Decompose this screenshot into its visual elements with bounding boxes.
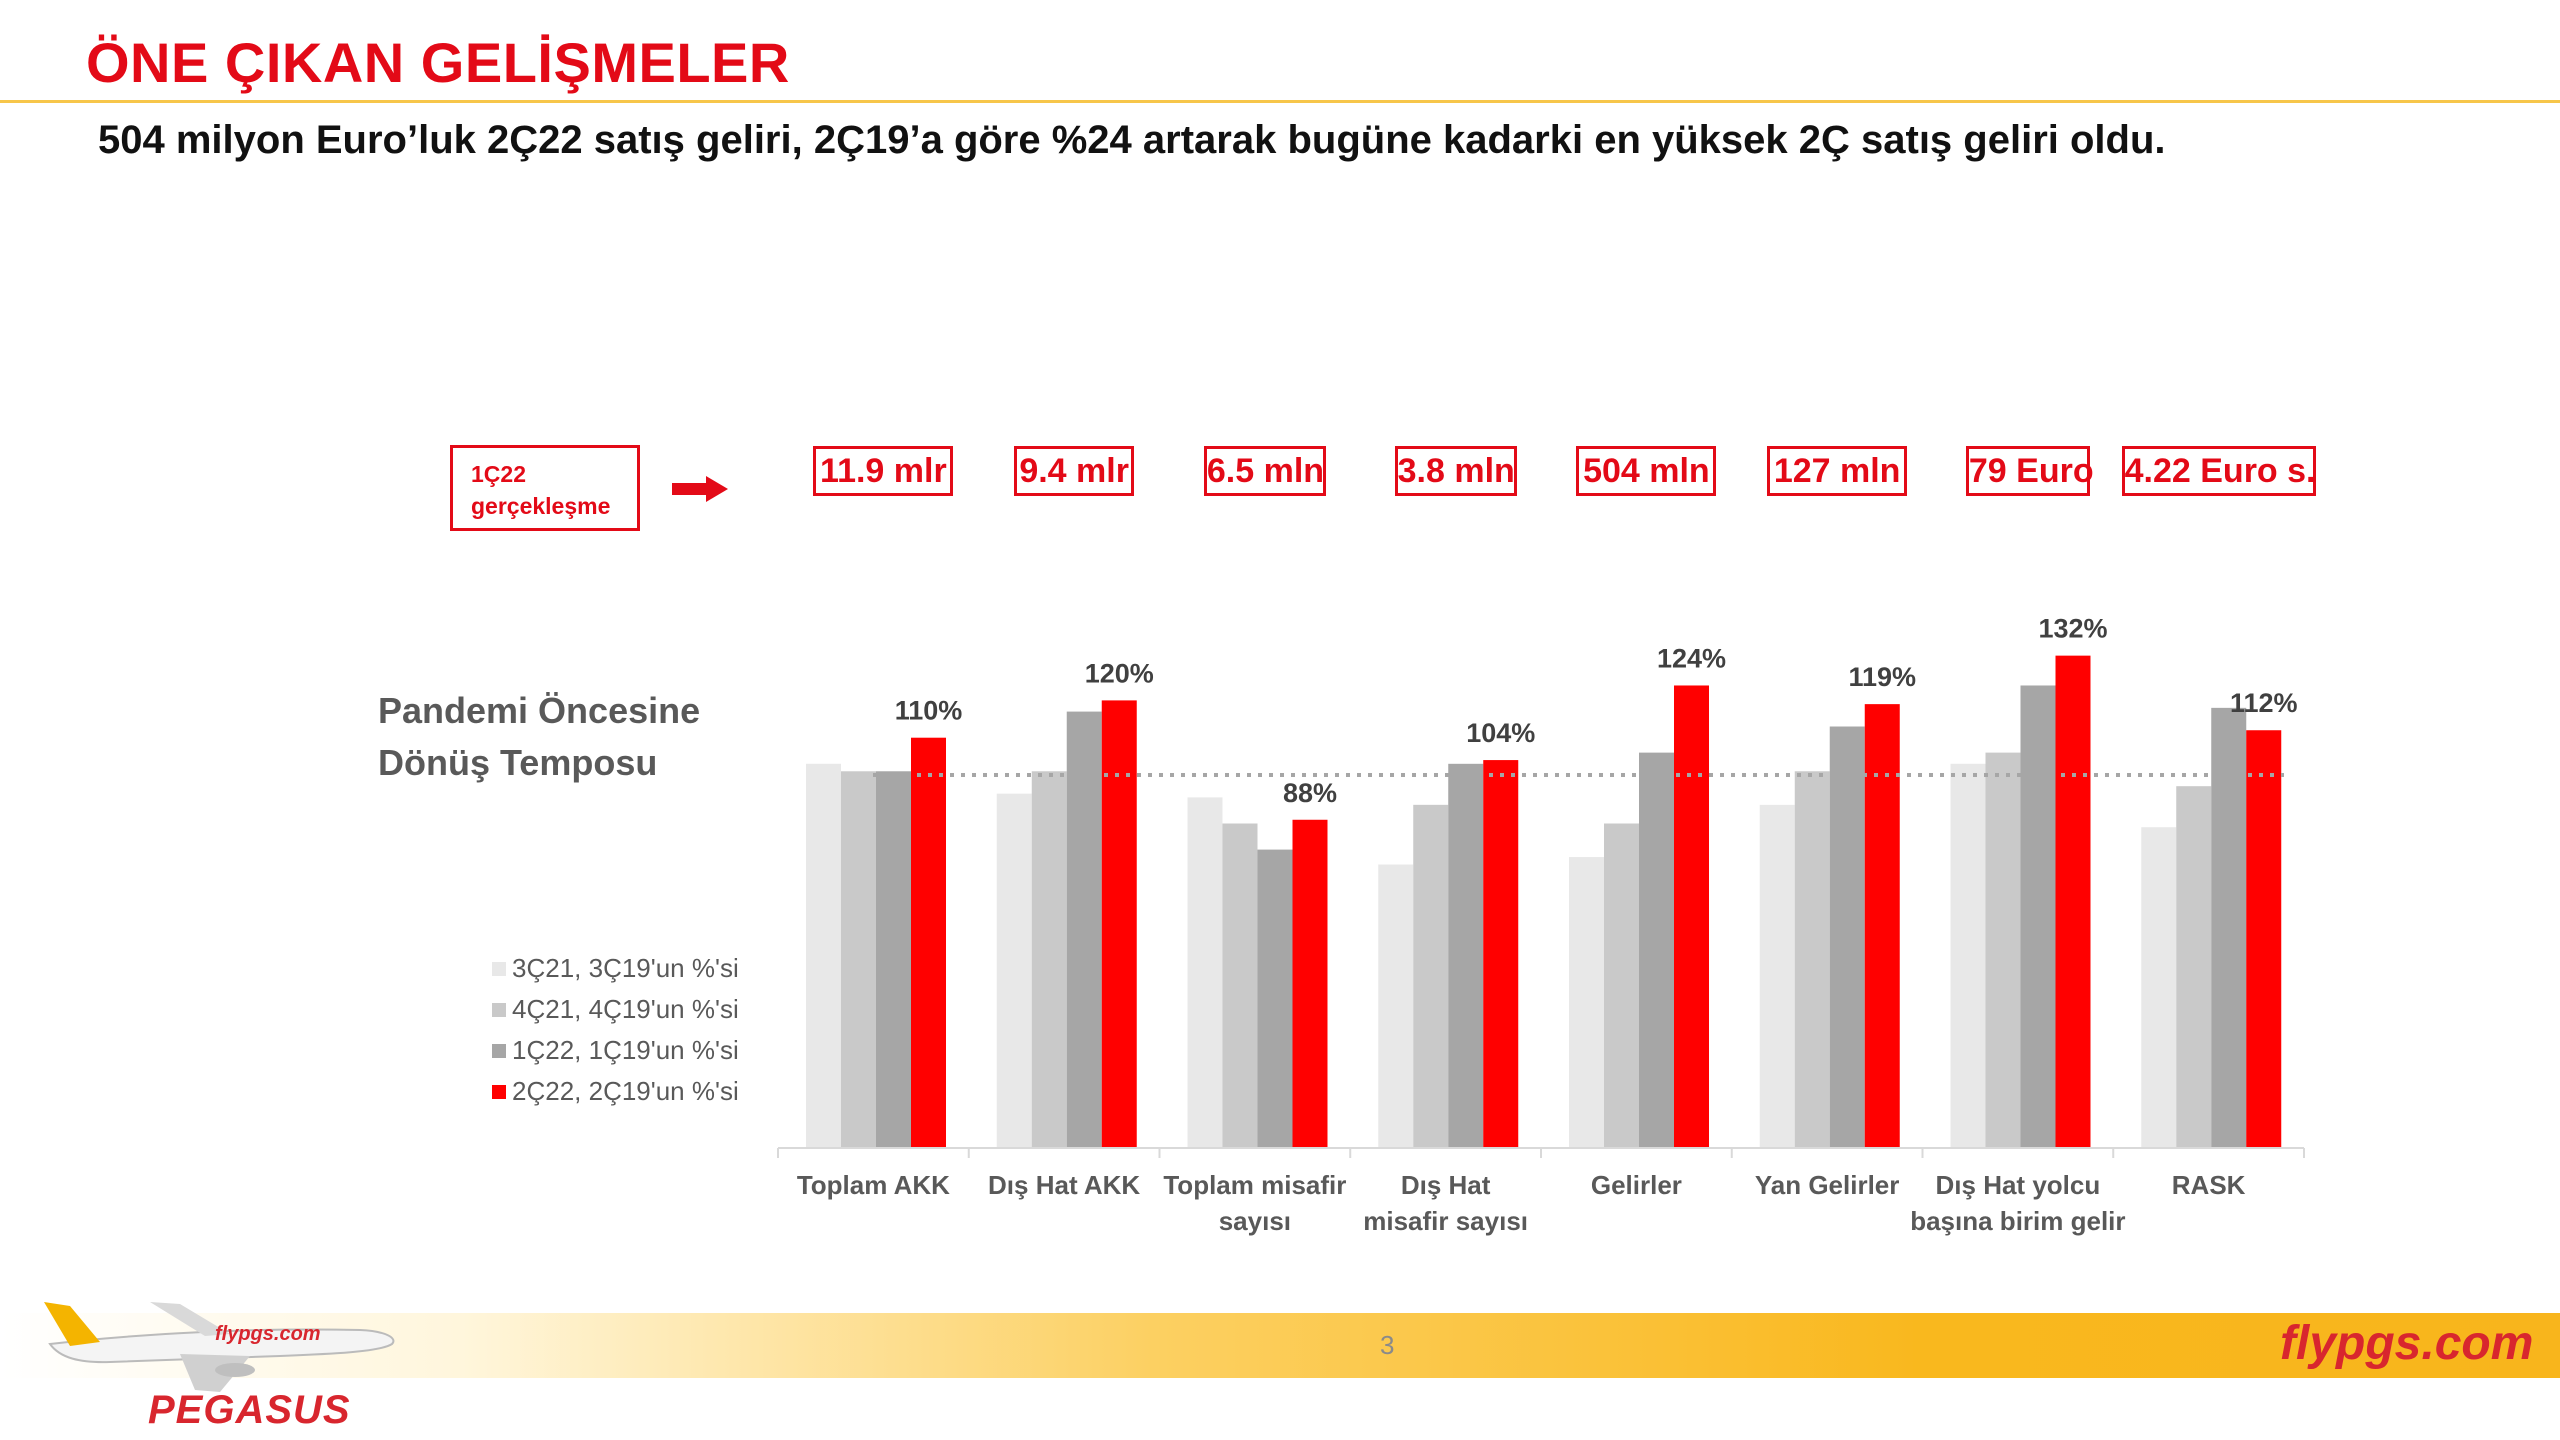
bar-series4-4 bbox=[1483, 760, 1519, 1148]
bar-series2-6 bbox=[1794, 771, 1830, 1148]
realization-label-box: 1Ç22 gerçekleşme bbox=[450, 445, 640, 531]
bar-series3-1 bbox=[876, 771, 911, 1148]
bar-series2-1 bbox=[841, 771, 876, 1148]
data-label-1: 110% bbox=[895, 696, 963, 726]
realization-value-3: 6.5 mln bbox=[1203, 446, 1326, 496]
data-label-2: 120% bbox=[1085, 658, 1154, 688]
bar-series1-6 bbox=[1759, 804, 1795, 1148]
data-label-8: 112% bbox=[2230, 688, 2298, 718]
bar-series2-4 bbox=[1413, 804, 1449, 1148]
bar-series2-8 bbox=[2176, 786, 2212, 1148]
category-label-1: Toplam AKK bbox=[797, 1170, 950, 1200]
bar-series2-3 bbox=[1222, 823, 1258, 1148]
realization-value-6: 127 mln bbox=[1767, 446, 1908, 496]
realization-label-line1: 1Ç22 bbox=[471, 461, 526, 487]
category-label-6: Yan Gelirler bbox=[1755, 1170, 1900, 1200]
bar-series3-2 bbox=[1066, 711, 1102, 1148]
airplane-logo-icon: flypgs.com bbox=[44, 1302, 395, 1392]
legend-swatch-4 bbox=[492, 1084, 506, 1099]
footer-band bbox=[0, 1313, 2560, 1378]
category-label-3: Toplam misafir bbox=[1163, 1170, 1346, 1200]
bar-series2-5 bbox=[1604, 823, 1639, 1148]
legend-label-1: 3Ç21, 3Ç19'un %'si bbox=[512, 953, 739, 983]
legend-item-3: 1Ç22, 1Ç19'un %'si bbox=[492, 1030, 739, 1071]
bar-series1-1 bbox=[806, 763, 841, 1148]
data-label-3: 88% bbox=[1283, 778, 1337, 808]
category-label-5: Gelirler bbox=[1591, 1170, 1682, 1200]
category-label-4: misafir sayısı bbox=[1363, 1206, 1528, 1236]
legend-swatch-1 bbox=[492, 961, 506, 976]
recovery-bar-chart: 110% 120% 88% 104% 124% 119% 132% 112% Toplam AK… bbox=[777, 614, 2305, 1236]
bar-series1-2 bbox=[996, 793, 1032, 1148]
pace-label-line1: Pandemi Öncesine bbox=[378, 690, 701, 731]
right-arrow-icon bbox=[672, 476, 728, 502]
chart-legend: 3Ç21, 3Ç19'un %'si 4Ç21, 4Ç19'un %'si 1Ç22… bbox=[492, 948, 739, 1112]
category-label-7: başına birim gelir bbox=[1910, 1206, 2125, 1236]
page-subtitle: 504 milyon Euro’luk 2Ç22 satış geliri, 2… bbox=[98, 118, 2166, 162]
title-divider bbox=[0, 100, 2560, 103]
realization-label-line2: gerçekleşme bbox=[471, 493, 611, 519]
bar-series1-5 bbox=[1569, 857, 1604, 1148]
pace-label-line2: Dönüş Temposu bbox=[378, 742, 658, 783]
bar-series3-4 bbox=[1448, 763, 1484, 1148]
bar-series4-1 bbox=[911, 737, 946, 1148]
bar-series4-5 bbox=[1674, 685, 1709, 1148]
bar-series3-8 bbox=[2211, 707, 2247, 1148]
bar-series2-7 bbox=[1985, 752, 2021, 1148]
bar-series4-6 bbox=[1864, 704, 1900, 1148]
pegasus-logo: PEGASUS bbox=[148, 1388, 351, 1432]
realization-value-5: 504 mln bbox=[1576, 446, 1717, 496]
category-label-8: RASK bbox=[2172, 1170, 2246, 1200]
bar-series2-2 bbox=[1031, 771, 1067, 1148]
data-label-4: 104% bbox=[1466, 718, 1535, 748]
realization-value-2: 9.4 mlr bbox=[1014, 446, 1135, 496]
category-label-3: sayısı bbox=[1219, 1206, 1291, 1236]
legend-item-1: 3Ç21, 3Ç19'un %'si bbox=[492, 948, 739, 989]
bar-series4-2 bbox=[1101, 700, 1137, 1148]
page-number: 3 bbox=[1380, 1330, 1395, 1360]
bar-series1-8 bbox=[2141, 827, 2177, 1148]
realization-value-1: 11.9 mlr bbox=[813, 446, 954, 496]
legend-item-4: 2Ç22, 2Ç19'un %'si bbox=[492, 1071, 739, 1112]
realization-value-8: 4.22 Euro s. bbox=[2121, 446, 2316, 496]
bar-series4-8 bbox=[2246, 730, 2282, 1148]
pace-label: Pandemi Öncesine Dönüş Temposu bbox=[378, 685, 798, 789]
legend-label-4: 2Ç22, 2Ç19'un %'si bbox=[512, 1076, 739, 1106]
legend-item-2: 4Ç21, 4Ç19'un %'si bbox=[492, 989, 739, 1030]
legend-label-2: 4Ç21, 4Ç19'un %'si bbox=[512, 994, 739, 1024]
data-label-5: 124% bbox=[1657, 643, 1726, 673]
legend-label-3: 1Ç22, 1Ç19'un %'si bbox=[512, 1035, 739, 1065]
bar-series1-4 bbox=[1378, 864, 1414, 1148]
bar-series3-6 bbox=[1829, 726, 1865, 1148]
bar-series3-3 bbox=[1257, 849, 1293, 1148]
realization-value-4: 3.8 mln bbox=[1394, 446, 1517, 496]
data-label-7: 132% bbox=[2038, 614, 2107, 644]
plane-livery-text: flypgs.com bbox=[215, 1323, 321, 1345]
bar-series3-5 bbox=[1639, 752, 1674, 1148]
category-label-4: Dış Hat bbox=[1401, 1170, 1491, 1200]
page-title: ÖNE ÇIKAN GELİŞMELER bbox=[86, 31, 790, 94]
realization-value-7: 79 Euro bbox=[1965, 446, 2094, 496]
bar-series4-7 bbox=[2055, 655, 2091, 1148]
bar-series1-7 bbox=[1950, 763, 1986, 1148]
legend-swatch-3 bbox=[492, 1043, 506, 1058]
legend-swatch-2 bbox=[492, 1002, 506, 1017]
brand-url: flypgs.com bbox=[2280, 1317, 2534, 1370]
bar-series4-3 bbox=[1292, 819, 1328, 1148]
bar-series3-7 bbox=[2020, 685, 2056, 1148]
category-label-7: Dış Hat yolcu bbox=[1936, 1170, 2101, 1200]
data-label-6: 119% bbox=[1848, 662, 1916, 692]
bar-series1-3 bbox=[1187, 797, 1223, 1148]
category-label-2: Dış Hat AKK bbox=[988, 1170, 1140, 1200]
